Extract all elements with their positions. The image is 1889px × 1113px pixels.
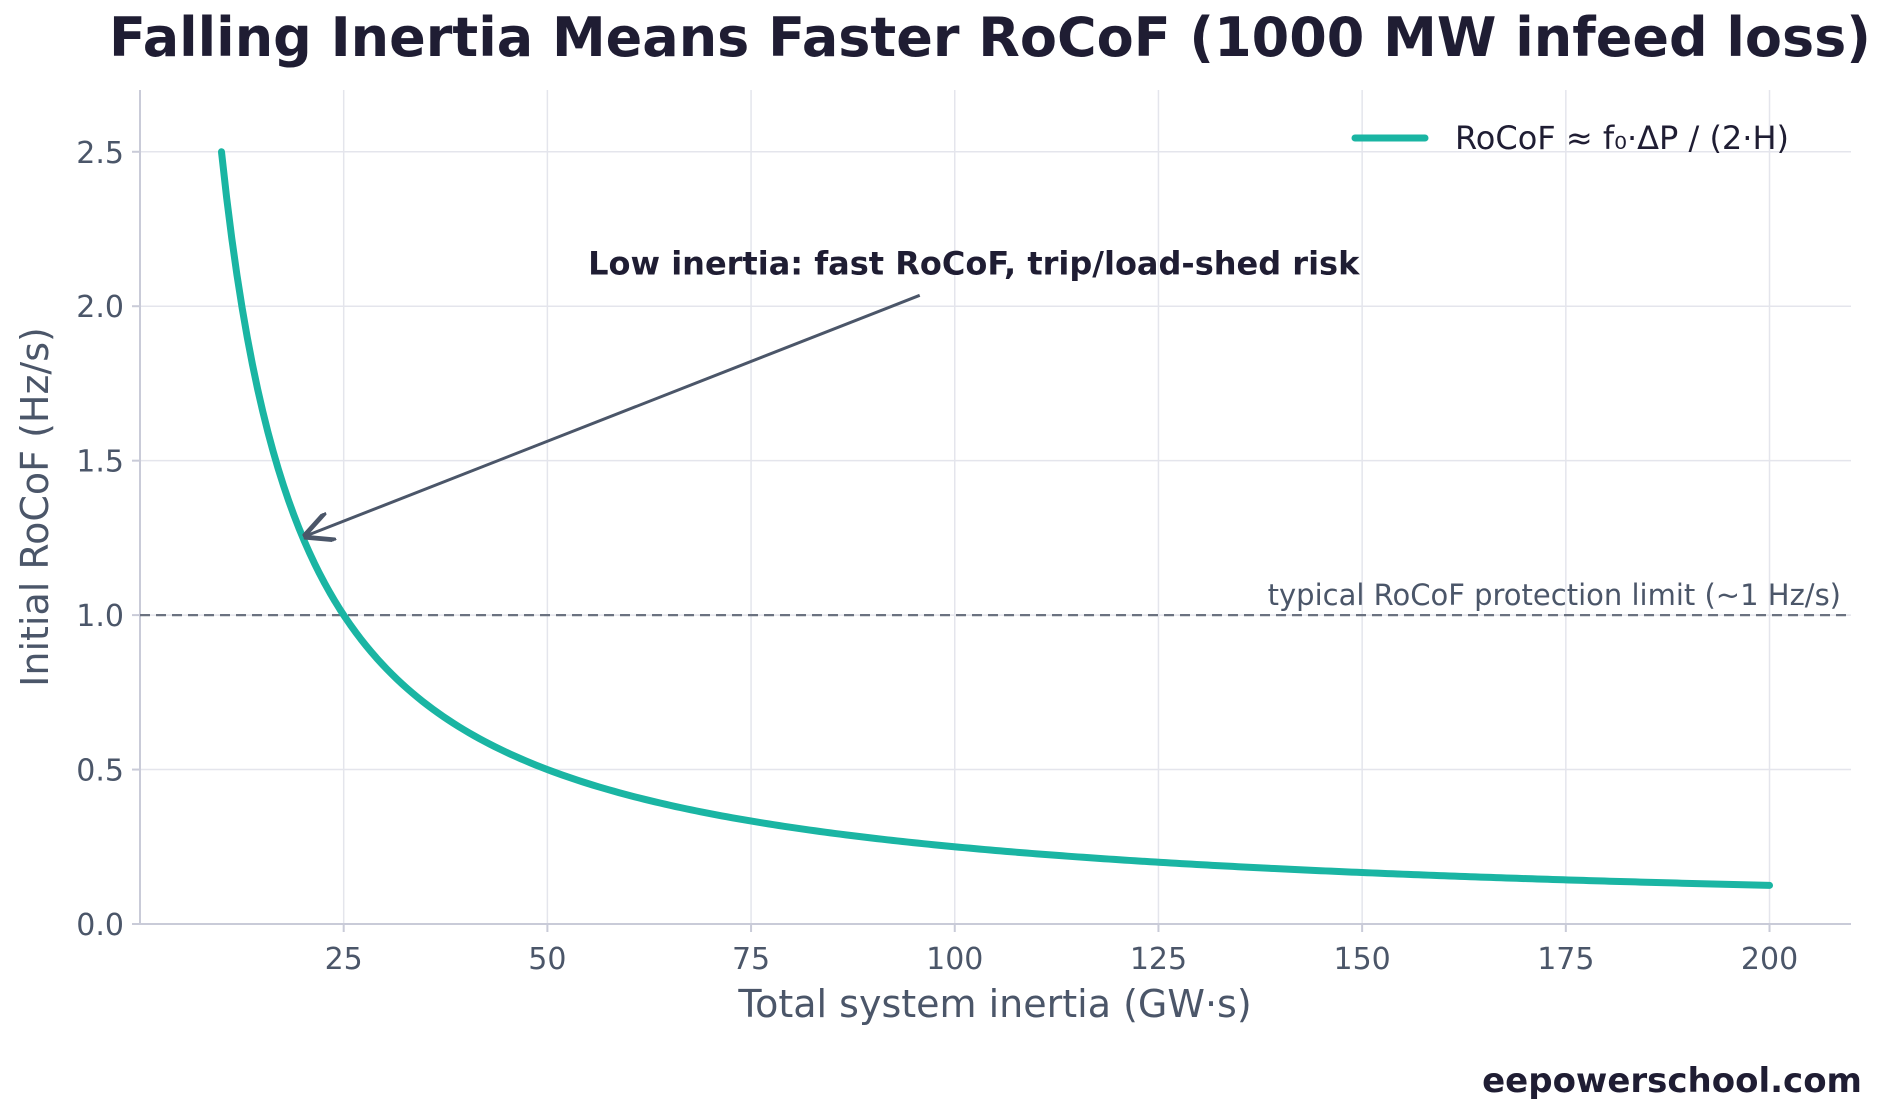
y-tick-label: 2.0	[76, 290, 124, 325]
rocof-series-line	[217, 148, 1774, 889]
y-tick-label: 0.5	[76, 754, 124, 789]
x-tick-label: 175	[1537, 942, 1594, 977]
y-tick-label: 0.0	[76, 908, 124, 943]
y-tick-label: 1.5	[76, 445, 124, 480]
y-axis-label: Initial RoCoF (Hz/s)	[13, 327, 57, 687]
legend-label: RoCoF ≈ f₀·ΔP / (2·H)	[1455, 119, 1789, 157]
x-axis-label: Total system inertia (GW·s)	[737, 982, 1251, 1026]
watermark: eepowerschool.com	[1482, 1061, 1862, 1101]
x-tick-label: 50	[528, 942, 566, 977]
y-tick-label: 2.5	[76, 136, 124, 171]
x-axis-ticks: 25 50 75 100 125 150 175 200	[325, 924, 1798, 977]
annotation-text: Low inertia: fast RoCoF, trip/load-shed …	[588, 244, 1360, 282]
chart-title: Falling Inertia Means Faster RoCoF (1000…	[109, 6, 1871, 69]
annotation-arrow	[306, 293, 921, 536]
y-tick-label: 1.0	[76, 599, 124, 634]
annotation: Low inertia: fast RoCoF, trip/load-shed …	[306, 244, 1360, 536]
x-tick-label: 200	[1741, 942, 1798, 977]
x-tick-label: 150	[1334, 942, 1391, 977]
protection-limit-label: typical RoCoF protection limit (~1 Hz/s)	[1268, 578, 1841, 612]
x-tick-label: 100	[926, 942, 983, 977]
grid	[140, 90, 1851, 924]
axes-frame	[139, 90, 1851, 925]
y-axis-ticks: 0.0 0.5 1.0 1.5 2.0 2.5	[76, 136, 140, 943]
x-tick-label: 75	[732, 942, 770, 977]
legend: RoCoF ≈ f₀·ΔP / (2·H)	[1351, 119, 1789, 157]
x-tick-label: 125	[1130, 942, 1187, 977]
x-tick-label: 25	[325, 942, 363, 977]
reference-line-group: typical RoCoF protection limit (~1 Hz/s)	[140, 578, 1851, 617]
